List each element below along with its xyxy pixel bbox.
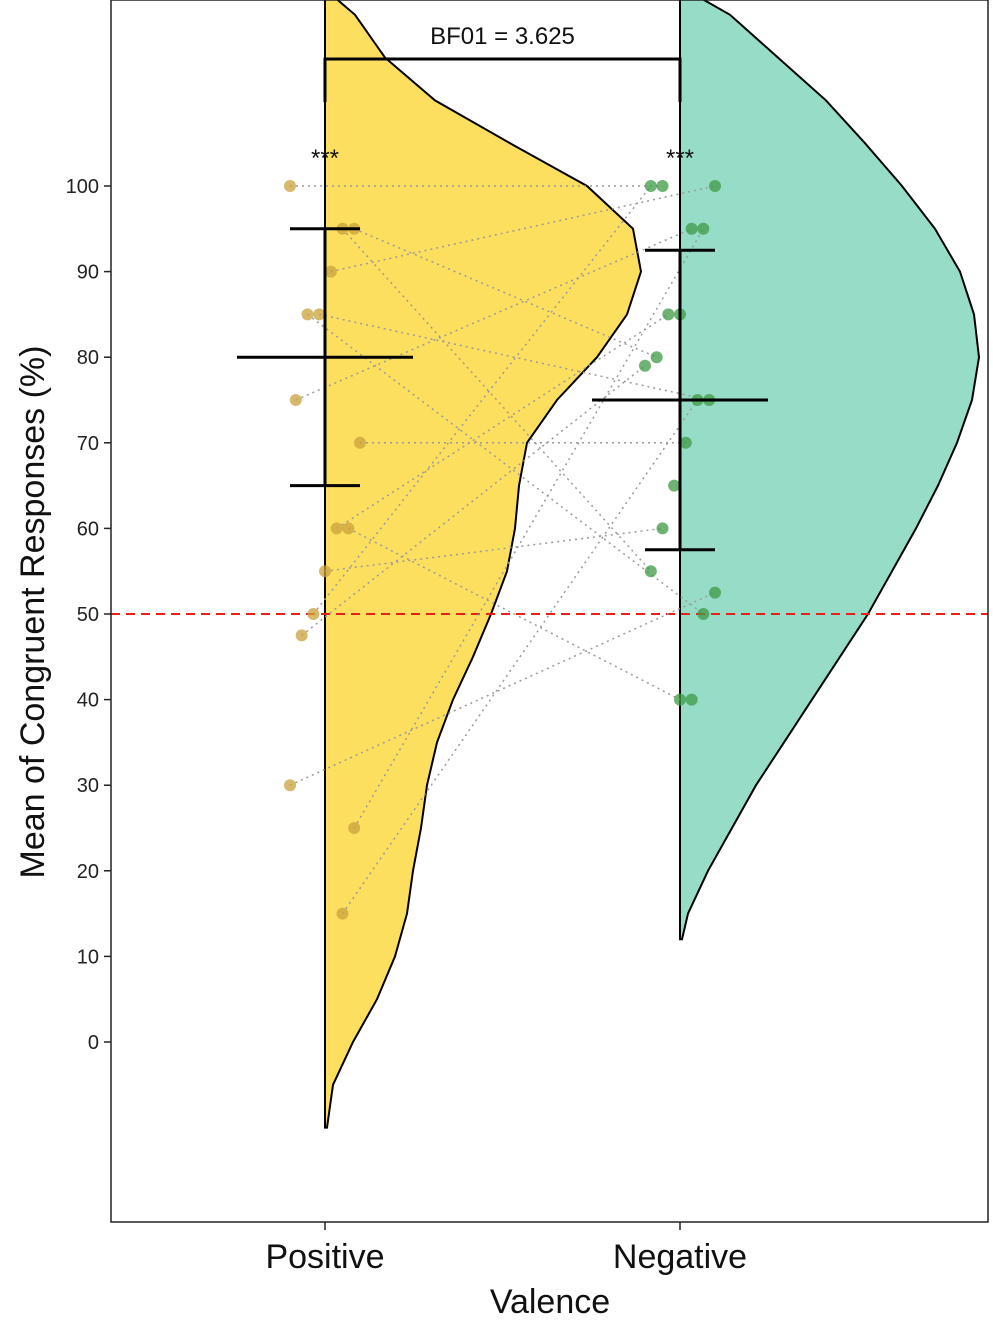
data-point xyxy=(284,779,296,792)
positive-significance-stars: *** xyxy=(311,145,339,172)
data-point xyxy=(289,394,302,406)
plot-frame xyxy=(110,0,989,1223)
data-point xyxy=(354,436,366,449)
data-point xyxy=(324,265,337,278)
data-point xyxy=(301,308,314,321)
data-point xyxy=(307,608,320,620)
y-tick-label: 100 xyxy=(66,176,99,198)
y-tick-label: 50 xyxy=(77,604,99,626)
data-point xyxy=(650,351,663,364)
data-point xyxy=(342,522,355,535)
paired-line xyxy=(324,527,663,572)
y-tick-label: 40 xyxy=(77,690,99,712)
negative-density-cloud xyxy=(679,0,981,941)
positive-density-cloud xyxy=(324,0,643,1129)
comparison-bracket xyxy=(323,57,682,102)
data-point xyxy=(284,180,296,192)
data-point xyxy=(319,565,331,578)
paired-line xyxy=(347,527,681,701)
data-point xyxy=(685,222,698,235)
paired-line xyxy=(312,185,652,615)
data-point xyxy=(330,522,343,535)
data-point xyxy=(709,586,721,599)
y-axis-title: Mean of Congruent Responses (%) xyxy=(14,346,52,879)
bayes-factor-label: BF01 = 3.625 xyxy=(430,23,575,50)
data-point xyxy=(697,608,710,620)
data-point xyxy=(674,693,686,706)
data-point xyxy=(668,479,681,492)
y-tick-label: 80 xyxy=(77,347,99,369)
paired-line xyxy=(341,399,699,915)
y-tick-label: 60 xyxy=(77,518,99,540)
paired-lines xyxy=(289,185,716,915)
x-axis-ticks xyxy=(324,1222,681,1230)
data-point xyxy=(336,907,349,920)
paired-line xyxy=(353,228,657,358)
data-point xyxy=(639,359,651,372)
y-tick-label: 20 xyxy=(77,861,99,883)
x-category-label-positive: Positive xyxy=(265,1238,384,1276)
data-point xyxy=(697,222,710,235)
data-point xyxy=(644,180,657,192)
data-point xyxy=(656,522,669,535)
data-point xyxy=(313,308,326,321)
y-tick-label: 10 xyxy=(77,946,99,968)
y-tick-label: 70 xyxy=(77,433,99,455)
data-point xyxy=(679,436,692,449)
paired-line xyxy=(353,228,704,829)
error-bars xyxy=(237,227,768,552)
y-tick-label: 90 xyxy=(77,262,99,284)
data-point xyxy=(348,822,361,834)
y-tick-label: 30 xyxy=(77,775,99,797)
data-point xyxy=(709,180,721,192)
x-axis-title: Valence xyxy=(490,1283,610,1321)
y-axis-ticks: 0 10 20 30 40 50 60 70 80 90 100 xyxy=(66,176,111,1054)
negative-significance-stars: *** xyxy=(666,145,694,172)
data-point xyxy=(644,565,657,578)
y-tick-label: 0 xyxy=(88,1032,99,1054)
data-point xyxy=(295,629,308,642)
data-point xyxy=(685,693,698,706)
data-point xyxy=(656,180,669,192)
paired-line xyxy=(301,365,646,636)
paired-line xyxy=(319,313,710,401)
x-category-label-negative: Negative xyxy=(613,1238,747,1276)
data-point xyxy=(662,308,675,321)
